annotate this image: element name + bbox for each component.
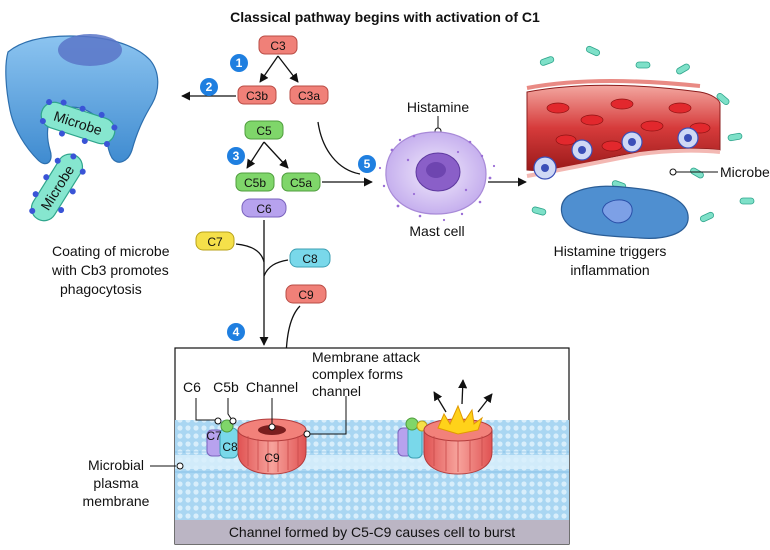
membrane-text-line-2: plasma bbox=[93, 475, 138, 491]
svg-text:2: 2 bbox=[206, 80, 213, 94]
c3-pill: C3 bbox=[258, 35, 298, 55]
svg-text:5: 5 bbox=[364, 157, 371, 171]
phagocyte-cell bbox=[5, 34, 159, 165]
coating-text-line-2: with Cb3 promotes bbox=[51, 262, 169, 278]
diagram-title: Classical pathway begins with activation… bbox=[230, 9, 540, 25]
microbe-label-right: Microbe bbox=[720, 164, 770, 180]
membrane-text-line-3: membrane bbox=[83, 493, 150, 509]
coating-text-line-3: phagocytosis bbox=[60, 281, 142, 297]
mac-c6-label: C6 bbox=[183, 379, 201, 395]
svg-text:C3: C3 bbox=[270, 39, 286, 53]
c5b-pill: C5b bbox=[235, 172, 275, 192]
inflammation-text-line-1: Histamine triggers bbox=[554, 243, 667, 259]
c3a-pill: C3a bbox=[289, 85, 329, 105]
burst-caption: Channel formed by C5-C9 causes cell to b… bbox=[229, 524, 515, 540]
mac-c5b-label: C5b bbox=[213, 379, 239, 395]
mast-cell bbox=[378, 131, 496, 222]
mac-text-line-3: channel bbox=[312, 383, 361, 399]
svg-text:3: 3 bbox=[233, 149, 240, 163]
svg-text:C5b: C5b bbox=[244, 176, 266, 190]
c5-pill: C5 bbox=[244, 120, 284, 140]
membrane-text-line-1: Microbial bbox=[88, 457, 144, 473]
macrophage bbox=[560, 185, 689, 239]
c3b-pill: C3b bbox=[237, 85, 277, 105]
step-badge-5: 5 bbox=[358, 155, 376, 173]
svg-text:C6: C6 bbox=[256, 202, 272, 216]
step-badge-1: 1 bbox=[230, 54, 248, 72]
mac-channel-left: C7 C8 C9 bbox=[206, 418, 307, 475]
coating-text-line-1: Coating of microbe bbox=[52, 243, 170, 259]
svg-text:1: 1 bbox=[236, 56, 243, 70]
svg-text:4: 4 bbox=[233, 325, 240, 339]
mac-c7-label: C7 bbox=[206, 429, 222, 443]
mast-cell-label: Mast cell bbox=[409, 223, 464, 239]
arrow-c3a-curve bbox=[317, 121, 361, 175]
c5a-pill: C5a bbox=[281, 172, 321, 192]
svg-text:C7: C7 bbox=[207, 235, 223, 249]
svg-text:C8: C8 bbox=[302, 252, 318, 266]
c8-pill: C8 bbox=[289, 248, 331, 268]
c6-pill: C6 bbox=[241, 198, 287, 218]
svg-text:C9: C9 bbox=[298, 288, 314, 302]
mac-c8-label: C8 bbox=[222, 440, 238, 454]
mac-channel-label: Channel bbox=[246, 379, 298, 395]
step-badge-4: 4 bbox=[227, 323, 245, 341]
c9-pill: C9 bbox=[285, 284, 327, 304]
step-badge-3: 3 bbox=[227, 147, 245, 165]
svg-text:C3a: C3a bbox=[298, 89, 320, 103]
svg-text:C3b: C3b bbox=[246, 89, 268, 103]
mac-text-line-1: Membrane attack bbox=[312, 349, 421, 365]
inflammation-text-line-2: inflammation bbox=[570, 262, 649, 278]
microbe-free: Microbe bbox=[29, 153, 86, 222]
mac-text-line-2: complex forms bbox=[312, 366, 403, 382]
mac-c9-label: C9 bbox=[264, 451, 280, 465]
c7-pill: C7 bbox=[195, 231, 235, 251]
mac-channel-burst bbox=[397, 379, 493, 475]
histamine-label: Histamine bbox=[407, 99, 469, 115]
blood-vessel bbox=[526, 79, 721, 180]
step-badge-2: 2 bbox=[200, 78, 218, 96]
svg-text:C5: C5 bbox=[256, 124, 272, 138]
svg-text:C5a: C5a bbox=[290, 176, 312, 190]
microbe-engulfed: Microbe bbox=[39, 99, 118, 147]
